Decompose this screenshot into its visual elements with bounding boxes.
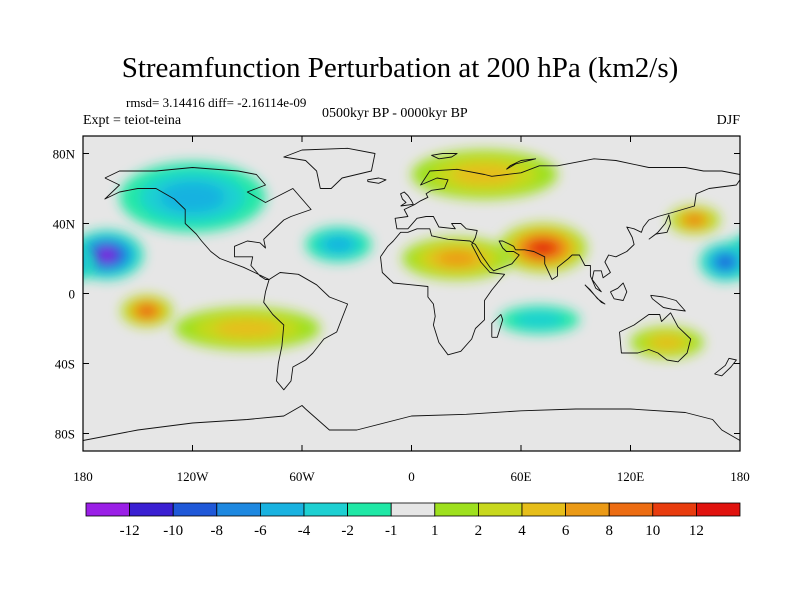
coastline-greenland (283, 147, 376, 189)
contour-band (732, 240, 740, 270)
coastline-antarctica (83, 405, 740, 441)
contour-band (650, 335, 684, 350)
field-layer (57, 150, 786, 359)
colorbar-swatch (347, 502, 392, 517)
anomaly-west-pacific-low-wrap (57, 246, 94, 278)
anomaly-north-america-low (119, 162, 266, 233)
colorbar-swatch (521, 502, 566, 517)
colorbar-swatch (565, 502, 610, 517)
anomaly-south-atlantic-high (174, 307, 321, 350)
contour-band (756, 250, 771, 260)
contour-band (57, 253, 81, 271)
contour-band (323, 236, 354, 253)
contour-band (61, 257, 76, 268)
y-tick-label: 0 (69, 287, 76, 302)
contour-band (83, 256, 85, 268)
contour-band (160, 181, 225, 213)
colorbar-swatch (303, 502, 348, 517)
colorbar-label: -8 (211, 523, 224, 539)
colorbar-swatch (216, 502, 261, 517)
colorbar-swatch (129, 502, 174, 517)
colorbar-label: 6 (562, 523, 570, 539)
coastline-madagascar (491, 314, 504, 338)
coastline-new-zealand (714, 357, 737, 377)
y-tick-label: 40N (53, 217, 76, 232)
contour-band (438, 251, 477, 266)
colorbar-swatch (434, 502, 479, 517)
y-tick-label: 40S (55, 357, 75, 372)
x-tick-label: 120E (617, 469, 645, 484)
colorbar: -12 -10 -8 -6 -4 -2 -1 1 2 4 6 8 10 12 (85, 502, 741, 539)
contour-band (742, 240, 786, 270)
chart-title: Streamfunction Perturbation at 200 hPa (… (121, 52, 679, 84)
coastline-new-guinea (650, 294, 686, 312)
colorbar-swatch (696, 502, 741, 517)
coastline-north-america (104, 167, 312, 280)
contour-band (140, 307, 154, 315)
coastline-layer (83, 147, 740, 441)
anomaly-central-pacific-low (83, 230, 144, 280)
coastline-novaya-zemlya (506, 158, 537, 170)
anomaly-south-pacific-high (121, 295, 173, 327)
x-tick-label: 180 (73, 469, 93, 484)
y-tick-label: 80N (53, 147, 76, 162)
anomaly-west-pacific-low (699, 242, 740, 282)
anomaly-australia-high (630, 326, 704, 359)
colorbar-label: -12 (120, 523, 140, 539)
colorbar-label: -1 (385, 523, 398, 539)
colorbar-label: 1 (431, 523, 439, 539)
colorbar-label: 12 (689, 523, 704, 539)
contour-band (746, 243, 781, 266)
contour-band (751, 247, 776, 264)
season-label: DJF (716, 113, 740, 128)
x-tick-label: 0 (408, 469, 415, 484)
contour-band (687, 216, 702, 224)
colorbar-swatch (477, 502, 523, 517)
anomaly-nw-pacific-high (668, 206, 720, 234)
coastline-sumatra-borneo (584, 284, 606, 305)
x-tick-label: 180 (730, 469, 750, 484)
anomaly-indian-ocean-low (499, 305, 580, 334)
colorbar-label: -4 (298, 523, 311, 539)
coastline-japan (648, 214, 672, 240)
contour-band (83, 250, 90, 274)
coastline-svalbard (431, 153, 458, 160)
contour-band (514, 311, 564, 329)
coastline-africa-eurasia (380, 158, 740, 356)
period-label: 0500kyr BP - 0000kyr BP (322, 106, 468, 121)
coastline-british-isles (400, 191, 414, 207)
colorbar-label: 8 (605, 523, 613, 539)
x-tick-label: 60E (511, 469, 532, 484)
colorbar-label: -6 (254, 523, 267, 539)
colorbar-label: 10 (645, 523, 660, 539)
anomaly-south-asia-high (499, 223, 587, 273)
anomaly-atlantic-low (305, 227, 372, 262)
coastline-iceland (367, 177, 387, 184)
colorbar-swatch (172, 502, 218, 517)
colorbar-label: -10 (163, 523, 183, 539)
contour-band (533, 242, 553, 254)
contour-band (214, 319, 280, 338)
experiment-label: Expt = teiot-teina (83, 113, 182, 128)
contour-band (99, 249, 115, 261)
colorbar-swatch (85, 502, 130, 517)
coastline-south-america (263, 272, 349, 391)
coastline-borneo (610, 282, 628, 301)
y-tick-label: 80S (55, 427, 75, 442)
colorbar-swatch (652, 502, 697, 517)
colorbar-label: -2 (341, 523, 354, 539)
contour-band (736, 246, 740, 264)
colorbar-label: 4 (518, 523, 526, 539)
x-tick-label: 120W (177, 469, 210, 484)
x-tick-label: 60W (289, 469, 315, 484)
contour-band (718, 256, 733, 268)
stats-label: rmsd= 3.14416 diff= -2.16114e-09 (126, 95, 307, 110)
colorbar-label: 2 (475, 523, 483, 539)
axes-layer: 180 120W 60W 0 60E 120E 180 80N 40N 0 40S 80S (53, 136, 750, 484)
colorbar-swatch (259, 502, 305, 517)
coastline-australia (619, 312, 692, 363)
colorbar-swatch (390, 502, 436, 517)
colorbar-swatch (608, 502, 654, 517)
